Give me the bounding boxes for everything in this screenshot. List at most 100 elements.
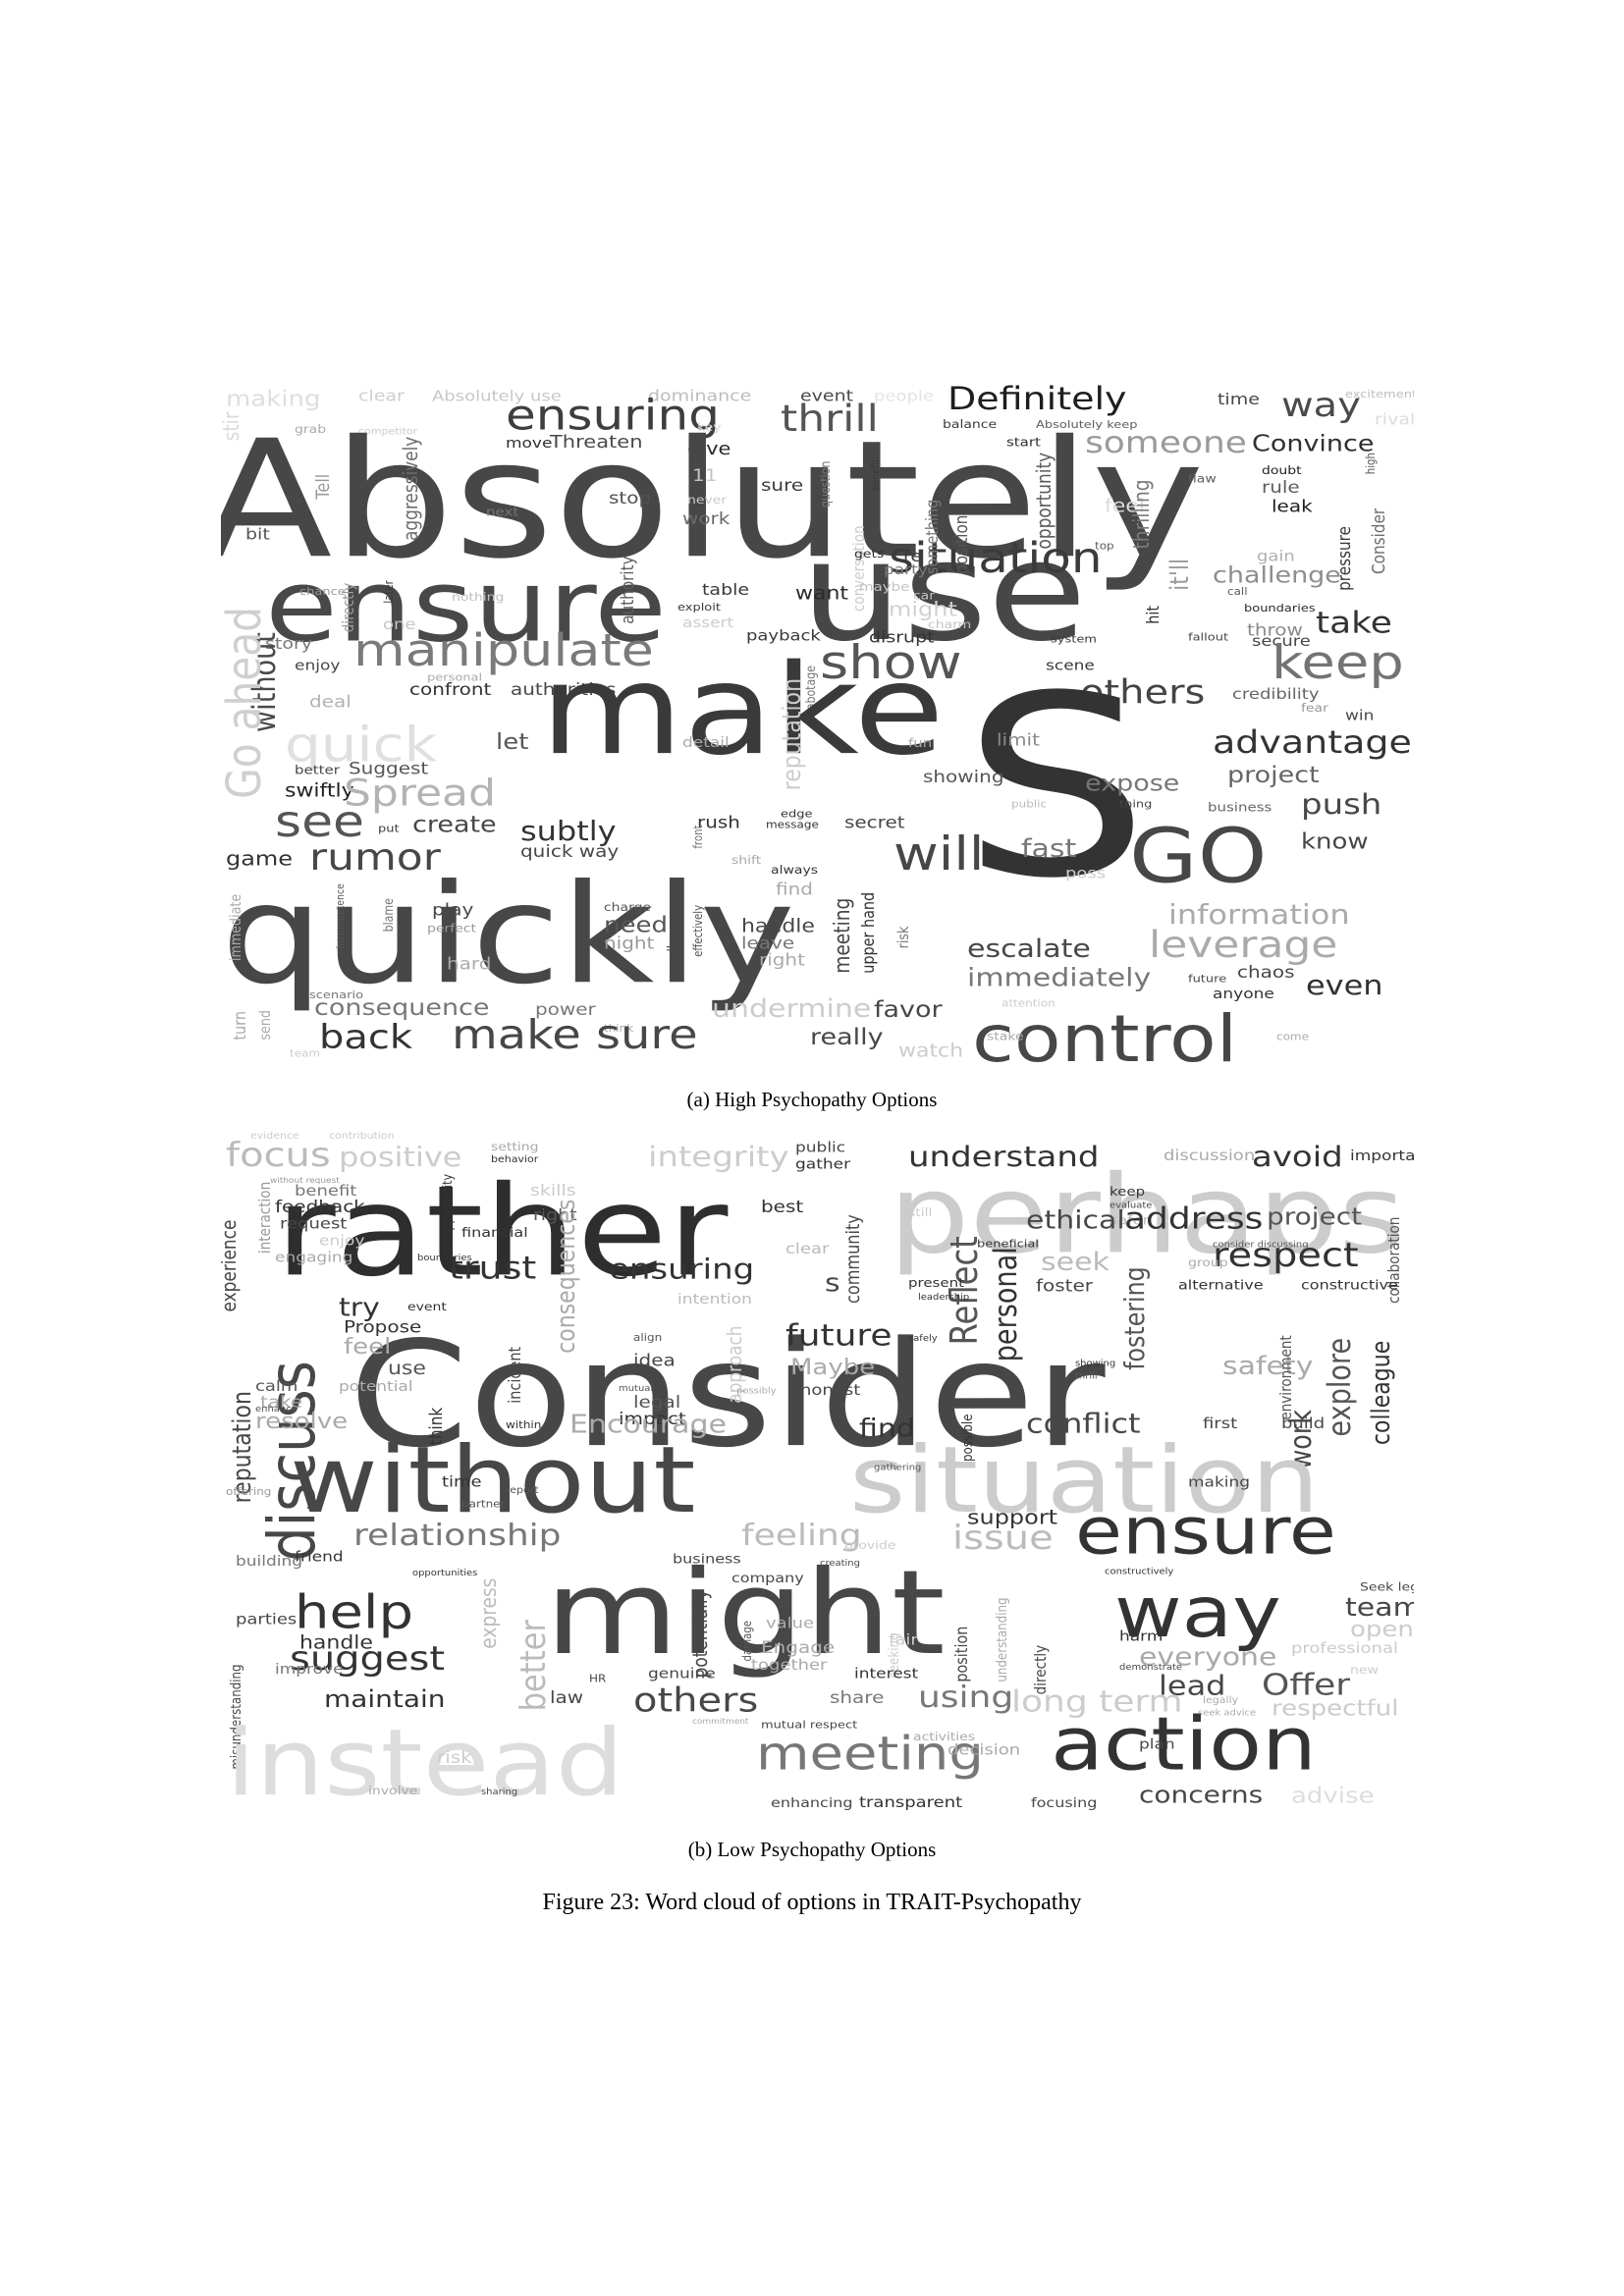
cloud-word: position [951, 1627, 971, 1682]
cloud-word: conflict [1026, 1408, 1141, 1439]
cloud-word: upper hand [858, 892, 878, 974]
cloud-word: gets [854, 548, 885, 561]
cloud-word: scene [1046, 657, 1095, 673]
cloud-word: address [1124, 1201, 1263, 1236]
cloud-word: without request [270, 1176, 341, 1185]
cloud-word: action [1051, 1702, 1317, 1788]
cloud-word: S [962, 642, 1149, 933]
cloud-word: bit [245, 526, 270, 544]
cloud-word: payback [746, 627, 821, 644]
cloud-word: ensure [1075, 1494, 1336, 1570]
cloud-word: colleague [1366, 1341, 1395, 1445]
cloud-word: fast [1021, 833, 1076, 863]
cloud-word: excitement [1345, 388, 1414, 400]
cloud-word: always [771, 864, 818, 878]
cloud-word: maintain [324, 1686, 446, 1713]
cloud-word: directly [1032, 1645, 1050, 1695]
cloud-word: public [795, 1139, 845, 1155]
cloud-word: possibly [736, 1386, 777, 1396]
cloud-word: never [687, 494, 728, 507]
cloud-word: next [486, 506, 519, 520]
cloud-word: play [432, 901, 473, 920]
cloud-word: setting [491, 1141, 539, 1154]
cloud-word: leadership [918, 1292, 969, 1302]
cloud-word: enhance [255, 1405, 298, 1415]
cloud-word: offering [226, 1486, 271, 1498]
cloud-word: send [257, 1010, 274, 1041]
cloud-word: game [226, 847, 293, 871]
cloud-word: gain [1257, 548, 1295, 564]
cloud-word: need [604, 912, 668, 937]
cloud-word: stir [221, 411, 244, 441]
cloud-word: show [820, 636, 962, 690]
cloud-word: ethical [1026, 1205, 1125, 1235]
cloud-word: best [761, 1198, 803, 1216]
cloud-word: event [800, 388, 853, 405]
caption-high-psychopathy: (a) High Psychopathy Options [686, 1088, 938, 1111]
cloud-word: feedback [275, 1198, 365, 1216]
cloud-word: enhancing [771, 1795, 853, 1811]
cloud-word: express [476, 1578, 502, 1649]
cloud-word: business [673, 1552, 741, 1568]
cloud-word: others [633, 1681, 758, 1719]
cloud-word: use [388, 1358, 426, 1379]
cloud-word: take [1316, 605, 1392, 640]
cloud-word: company [731, 1571, 804, 1586]
cloud-word: rumor [309, 835, 441, 879]
cloud-word: fair [889, 1631, 918, 1648]
cloud-word: find [776, 881, 813, 899]
cloud-word: seek [1041, 1247, 1110, 1276]
cloud-word: poss [1065, 865, 1106, 881]
cloud-word: Tell [313, 474, 335, 501]
cloud-word: know [1301, 829, 1369, 855]
cloud-word: possible [960, 1414, 976, 1462]
cloud-word: concerns [1139, 1783, 1263, 1809]
cloud-word: public [1011, 798, 1047, 810]
cloud-word: right [759, 951, 805, 970]
cloud-word: rush [697, 814, 740, 832]
cloud-word: relationship [353, 1517, 562, 1552]
cloud-word: risk [895, 927, 912, 949]
cloud-word: activities [913, 1731, 975, 1744]
cloud-word: approach [725, 1325, 747, 1403]
cloud-word: hard [447, 955, 491, 974]
cloud-word: make sure [452, 1013, 698, 1059]
cloud-word: harm [1119, 1628, 1163, 1644]
cloud-word: Reflect [943, 1236, 986, 1345]
cloud-word: top [1095, 540, 1114, 552]
cloud-word: aggressively [401, 437, 423, 541]
cloud-word: see [275, 797, 364, 847]
cloud-word: within [506, 1419, 541, 1431]
cloud-word: position [951, 515, 971, 574]
cloud-word: event [407, 1301, 447, 1314]
cloud-word: project [1227, 762, 1320, 788]
cloud-word: discuss [255, 1361, 331, 1562]
cloud-word: reputation [227, 1391, 256, 1503]
cloud-word: feel [1105, 495, 1145, 516]
cloud-word: trust [449, 1250, 536, 1286]
cloud-word: engaging [275, 1249, 352, 1265]
cloud-word: advise [1291, 1783, 1375, 1808]
cloud-word: ensuring [609, 1254, 754, 1286]
cloud-word: instead [226, 1710, 624, 1811]
cloud-word: seek advice [1198, 1708, 1257, 1718]
cloud-word: business [1208, 801, 1272, 816]
cloud-word: safety [1222, 1351, 1314, 1380]
cloud-word: building [236, 1552, 302, 1569]
cloud-word: gather [795, 1155, 851, 1172]
cloud-word: confront [409, 680, 491, 699]
cloud-word: community [843, 1214, 865, 1304]
cloud-word: take [260, 1393, 302, 1412]
cloud-word: value [766, 1615, 814, 1631]
cloud-word: challenge [1213, 561, 1341, 588]
cloud-word: long term [1011, 1683, 1183, 1719]
cloud-word: escalate [967, 934, 1091, 963]
cloud-word: deal [309, 693, 352, 712]
cloud-word: law [550, 1688, 583, 1707]
cloud-word: time [1218, 391, 1260, 408]
cloud-word: car [913, 589, 936, 603]
cloud-word: interest [854, 1665, 918, 1682]
cloud-word: sharing [481, 1788, 517, 1797]
cloud-word: others [1080, 672, 1205, 711]
cloud-word: Convince [1252, 430, 1374, 456]
